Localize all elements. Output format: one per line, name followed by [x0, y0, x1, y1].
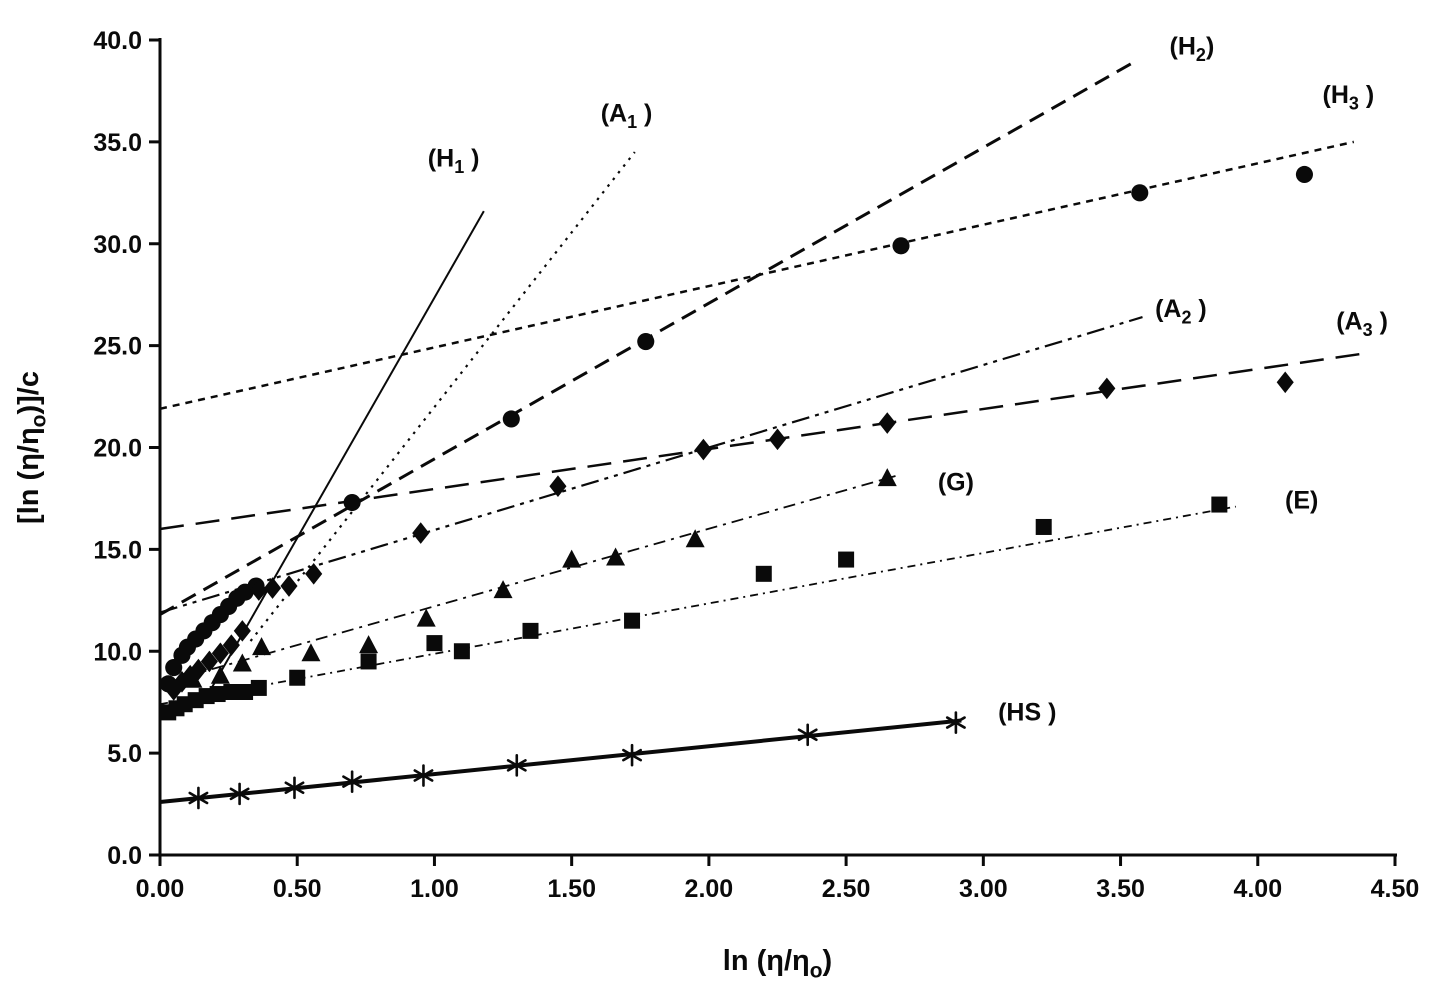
series-triangles-point	[877, 468, 897, 487]
series-diamonds-point	[222, 634, 240, 656]
series-triangles-point	[493, 580, 513, 599]
y-tick-label: 0.0	[107, 842, 142, 870]
y-axis-title: [ln (η/ηo)]/c	[13, 371, 51, 524]
series-triangles-point	[359, 635, 379, 654]
series-diamonds-point	[173, 671, 191, 693]
series-asterisks-point	[622, 743, 643, 767]
series-triangles-point	[685, 529, 705, 548]
series-circles-point	[1295, 165, 1313, 184]
series-triangles-point	[183, 669, 203, 688]
series-asterisks-point	[188, 786, 209, 810]
series-asterisks-point	[229, 782, 250, 806]
trendline-A3	[159, 352, 1363, 531]
series-asterisks-point	[413, 764, 434, 787]
series-triangles-point	[606, 547, 626, 566]
series-diamonds-point	[694, 438, 712, 461]
y-tick-label: 10.0	[93, 638, 142, 666]
trendline-G	[159, 475, 896, 685]
series-triangles-point	[301, 643, 321, 662]
series-circles-point	[1131, 184, 1149, 202]
line-label-H3: (H3 )	[1323, 81, 1375, 114]
line-label-G: (G)	[938, 468, 974, 496]
series-circles-point	[637, 333, 655, 351]
x-tick-label: 3.50	[1096, 875, 1145, 903]
line-label-HS: (HS )	[998, 699, 1056, 727]
series-asterisks-point	[342, 770, 363, 793]
series-squares-point	[1035, 518, 1052, 535]
series-squares-point	[1211, 496, 1228, 513]
series-diamonds-point	[878, 412, 896, 434]
y-tick-label: 15.0	[93, 536, 142, 564]
series-diamonds-point	[1098, 377, 1116, 400]
series-asterisks-point	[797, 723, 818, 747]
x-tick-label: 2.00	[685, 875, 734, 903]
trendline-H3	[159, 140, 1355, 411]
y-tick-label: 35.0	[93, 129, 142, 157]
series-diamonds-point	[280, 575, 298, 597]
series-triangles-point	[210, 665, 230, 684]
line-label-A2: (A2 )	[1155, 295, 1207, 328]
series-squares-point	[453, 643, 470, 660]
line-label-A1: (A1 )	[601, 100, 653, 133]
x-tick-label: 0.50	[273, 875, 322, 903]
x-tick-label: 3.00	[959, 875, 1008, 903]
line-label-E: (E)	[1285, 487, 1318, 515]
y-tick-label: 40.0	[93, 27, 142, 55]
series-squares-point	[237, 684, 254, 700]
series-squares-point	[223, 684, 240, 700]
line-label-A3: (A3 )	[1336, 307, 1388, 340]
series-circles-point	[502, 410, 520, 428]
series-squares-point	[289, 669, 306, 686]
trendline-A1	[249, 151, 636, 642]
x-tick-label: 1.00	[410, 875, 459, 903]
trendline-E	[159, 505, 1236, 706]
series-squares-point	[426, 635, 443, 652]
series-squares-point	[522, 622, 539, 639]
series-diamonds-point	[412, 522, 430, 544]
series-squares-point	[755, 565, 772, 582]
series-asterisks-point	[506, 754, 527, 777]
series-triangles-point	[416, 608, 436, 627]
y-tick-label: 25.0	[93, 333, 142, 361]
series-diamonds-point	[768, 428, 787, 451]
line-label-H1: (H1 )	[428, 144, 480, 177]
line-label-H2: (H2)	[1170, 32, 1215, 64]
series-circles-point	[892, 237, 910, 255]
x-axis-title: ln (η/ηo)	[723, 945, 832, 983]
series-squares-point	[360, 653, 377, 670]
x-tick-label: 4.50	[1371, 875, 1420, 903]
series-triangles-point	[232, 653, 252, 672]
series-diamonds-point	[1276, 371, 1294, 394]
series-asterisks-point	[945, 711, 966, 734]
series-diamonds-point	[549, 475, 567, 498]
x-tick-label: 1.50	[547, 875, 596, 903]
series-circles-point	[165, 659, 183, 677]
y-tick-label: 5.0	[107, 740, 142, 768]
series-asterisks-point	[284, 776, 305, 800]
series-squares-point	[624, 612, 641, 629]
trendline-H1	[200, 210, 485, 707]
series-diamonds-point	[250, 579, 268, 601]
series-triangles-point	[562, 549, 582, 568]
series-squares-point	[209, 686, 226, 703]
x-tick-label: 2.50	[822, 875, 871, 903]
y-tick-label: 20.0	[93, 435, 142, 463]
series-triangles-point	[252, 637, 272, 656]
series-diamonds-point	[233, 620, 251, 642]
series-circles-point	[343, 493, 361, 512]
series-squares-point	[250, 679, 267, 696]
x-tick-label: 4.00	[1233, 875, 1282, 903]
series-squares-point	[838, 551, 855, 568]
series-diamonds-point	[211, 642, 229, 665]
series-diamonds-point	[305, 563, 323, 585]
y-tick-label: 30.0	[93, 231, 142, 259]
x-tick-label: 0.00	[136, 875, 185, 903]
series-diamonds-point	[263, 577, 282, 599]
series-diamonds-point	[200, 650, 218, 673]
